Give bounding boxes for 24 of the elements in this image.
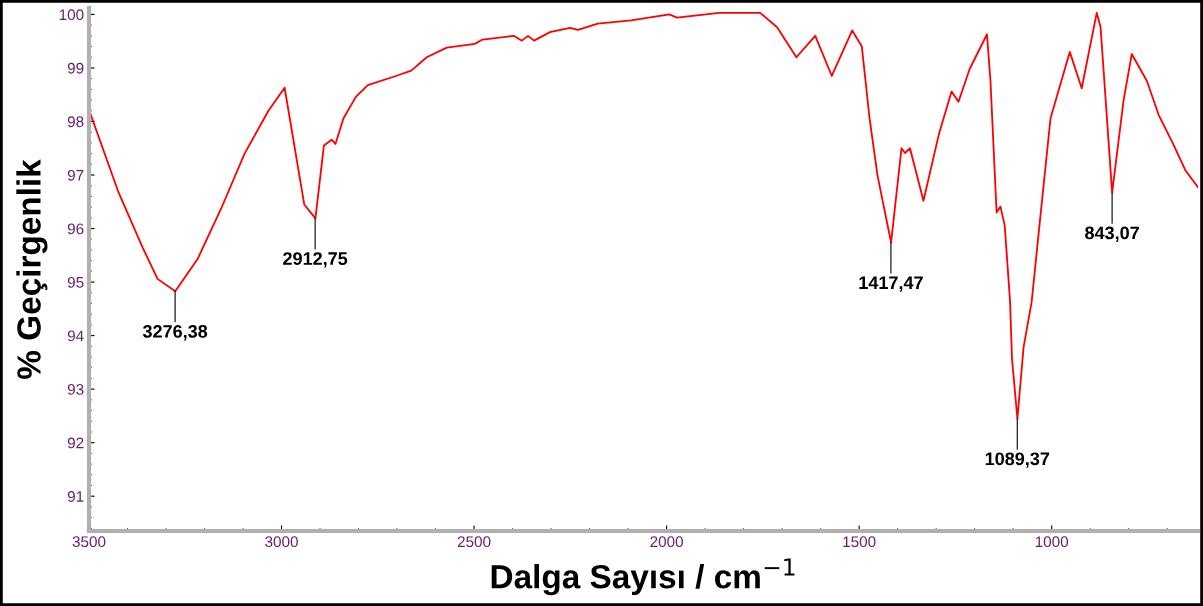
y-tick-label: 91	[67, 491, 84, 502]
y-tick-label: 99	[67, 62, 84, 74]
annotation: 1089,37	[985, 452, 1050, 468]
x-tick-label: 1000	[1035, 536, 1069, 548]
y-tick-label: 96	[67, 223, 84, 235]
annotation: 1417,47	[859, 276, 923, 292]
line-series	[89, 11, 1198, 420]
y-tick-label: 100	[59, 9, 84, 21]
x-tick-label: 3000	[265, 536, 298, 548]
y-axis-title: % Geçirgenlik	[16, 159, 48, 379]
y-tick-label: 93	[67, 384, 84, 395]
annotation: 843,07	[1085, 226, 1139, 242]
y-tick-label: 92	[67, 437, 84, 449]
y-tick-label: 94	[67, 330, 84, 342]
annotation: 2912,75	[283, 252, 348, 268]
x-tick-label: 2500	[457, 536, 491, 548]
x-axis-title: Dalga Sayısı / cm$^{−1}$	[491, 558, 795, 596]
x-tick-label: 1500	[843, 536, 876, 548]
y-tick-label: 98	[67, 116, 84, 128]
x-tick-label: 2000	[650, 536, 683, 548]
y-tick-label: 95	[67, 276, 84, 288]
x-tick-label: 3500	[72, 536, 106, 548]
y-tick-label: 97	[67, 169, 84, 181]
annotation: 3276,38	[142, 324, 208, 341]
